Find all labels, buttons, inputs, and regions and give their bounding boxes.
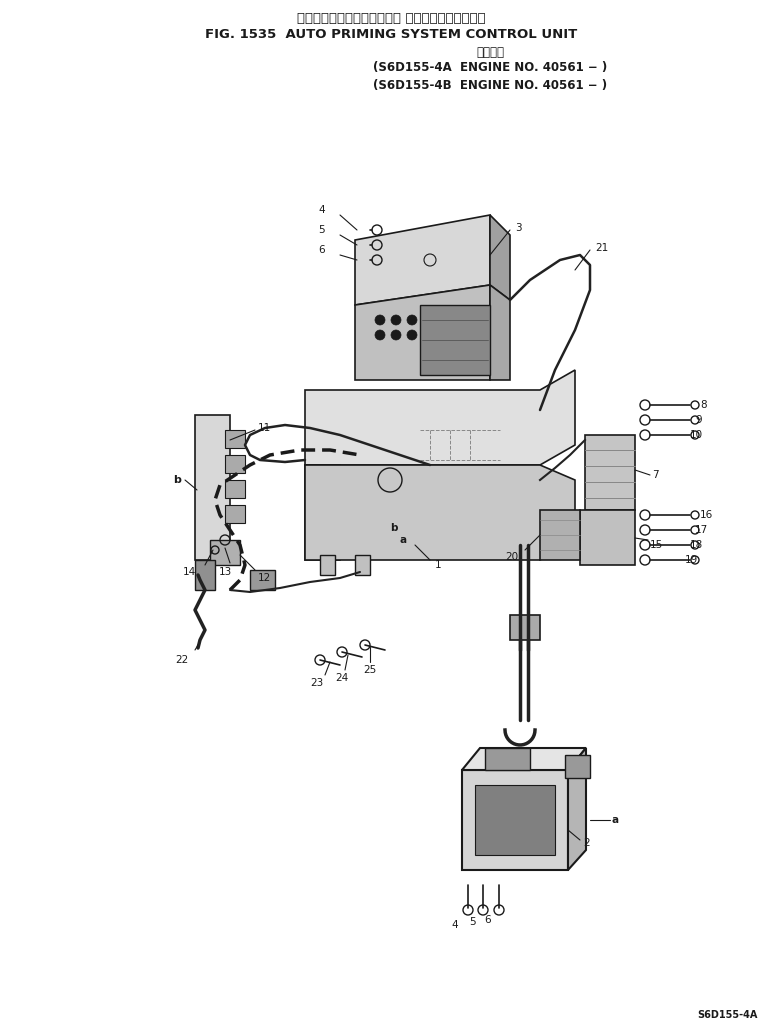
Text: 24: 24 bbox=[335, 673, 349, 683]
Text: 25: 25 bbox=[364, 665, 377, 675]
Polygon shape bbox=[568, 748, 586, 870]
Text: 1: 1 bbox=[435, 560, 442, 570]
Text: 16: 16 bbox=[700, 510, 713, 520]
Polygon shape bbox=[580, 510, 635, 565]
Polygon shape bbox=[475, 785, 555, 855]
Text: 3: 3 bbox=[515, 223, 522, 233]
Circle shape bbox=[375, 315, 385, 325]
Text: 15: 15 bbox=[650, 540, 663, 550]
Circle shape bbox=[391, 315, 401, 325]
Text: 5: 5 bbox=[318, 225, 325, 235]
Polygon shape bbox=[195, 560, 215, 589]
Polygon shape bbox=[320, 555, 335, 575]
Text: 4: 4 bbox=[318, 205, 325, 215]
Polygon shape bbox=[250, 570, 275, 589]
Polygon shape bbox=[210, 540, 240, 565]
Polygon shape bbox=[355, 555, 370, 575]
Text: 22: 22 bbox=[175, 655, 188, 665]
Polygon shape bbox=[225, 430, 245, 448]
Text: b: b bbox=[173, 476, 181, 485]
Text: b: b bbox=[390, 523, 397, 533]
Polygon shape bbox=[195, 415, 230, 560]
Polygon shape bbox=[420, 305, 490, 375]
Text: 21: 21 bbox=[595, 243, 608, 253]
Polygon shape bbox=[540, 510, 580, 560]
Text: 14: 14 bbox=[183, 567, 196, 577]
Text: S6D155-4A: S6D155-4A bbox=[698, 1010, 758, 1020]
Text: 2: 2 bbox=[583, 838, 590, 848]
Circle shape bbox=[391, 330, 401, 340]
Text: 10: 10 bbox=[690, 430, 703, 440]
Polygon shape bbox=[305, 465, 340, 560]
Circle shape bbox=[375, 330, 385, 340]
Text: 11: 11 bbox=[258, 423, 271, 433]
Text: 6: 6 bbox=[318, 245, 325, 255]
Polygon shape bbox=[305, 370, 575, 465]
Text: 5: 5 bbox=[470, 917, 476, 927]
Text: 7: 7 bbox=[652, 470, 658, 480]
Text: 13: 13 bbox=[218, 567, 231, 577]
Text: 4: 4 bbox=[452, 920, 458, 930]
Polygon shape bbox=[490, 286, 510, 380]
Text: 19: 19 bbox=[685, 555, 698, 565]
Polygon shape bbox=[462, 770, 568, 870]
Polygon shape bbox=[225, 480, 245, 498]
Text: 9: 9 bbox=[695, 415, 701, 425]
Circle shape bbox=[407, 330, 417, 340]
Text: 17: 17 bbox=[695, 525, 708, 535]
Text: 12: 12 bbox=[258, 573, 271, 583]
Polygon shape bbox=[585, 435, 635, 510]
Text: (S6D155-4B  ENGINE NO. 40561 − ): (S6D155-4B ENGINE NO. 40561 − ) bbox=[373, 78, 607, 91]
Polygon shape bbox=[462, 748, 586, 770]
Text: 8: 8 bbox=[700, 400, 707, 410]
Text: FIG. 1535  AUTO PRIMING SYSTEM CONTROL UNIT: FIG. 1535 AUTO PRIMING SYSTEM CONTROL UN… bbox=[205, 29, 577, 41]
Polygon shape bbox=[510, 615, 540, 640]
Polygon shape bbox=[305, 465, 575, 560]
Polygon shape bbox=[225, 455, 245, 473]
Text: 6: 6 bbox=[485, 915, 491, 925]
Polygon shape bbox=[485, 748, 530, 770]
Text: 18: 18 bbox=[690, 540, 703, 550]
Polygon shape bbox=[225, 505, 245, 523]
Circle shape bbox=[407, 315, 417, 325]
Text: 適用号機: 適用号機 bbox=[476, 45, 504, 59]
Polygon shape bbox=[565, 755, 590, 778]
Text: a: a bbox=[612, 815, 619, 825]
Polygon shape bbox=[355, 215, 490, 305]
Text: (S6D155-4A  ENGINE NO. 40561 − ): (S6D155-4A ENGINE NO. 40561 − ) bbox=[373, 62, 607, 75]
Text: 20: 20 bbox=[505, 551, 518, 562]
Text: a: a bbox=[400, 535, 407, 545]
Polygon shape bbox=[355, 286, 490, 380]
Text: オートプライミングシステム コントロールユニット: オートプライミングシステム コントロールユニット bbox=[296, 11, 486, 25]
Text: 23: 23 bbox=[310, 678, 324, 688]
Polygon shape bbox=[490, 215, 510, 300]
